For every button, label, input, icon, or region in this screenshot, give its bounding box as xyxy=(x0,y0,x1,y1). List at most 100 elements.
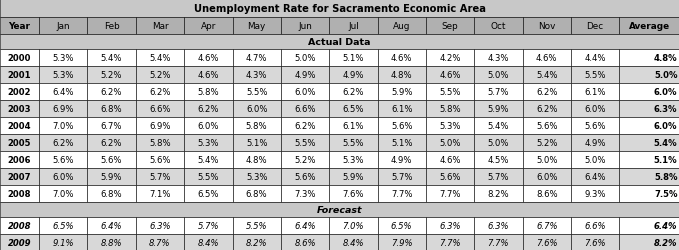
Text: 7.7%: 7.7% xyxy=(439,189,461,198)
Text: 4.3%: 4.3% xyxy=(488,54,509,63)
Bar xyxy=(474,168,523,185)
Bar xyxy=(281,185,329,202)
Text: 6.3%: 6.3% xyxy=(488,221,509,230)
Text: 5.8%: 5.8% xyxy=(149,138,171,147)
Bar xyxy=(619,50,679,67)
Bar xyxy=(88,118,136,134)
Bar xyxy=(571,168,619,185)
Text: 5.2%: 5.2% xyxy=(101,71,122,80)
Text: 8.4%: 8.4% xyxy=(343,238,364,247)
Text: 5.7%: 5.7% xyxy=(198,221,219,230)
Bar xyxy=(619,234,679,250)
Bar xyxy=(329,234,378,250)
Text: 6.2%: 6.2% xyxy=(536,88,557,96)
Text: 2009: 2009 xyxy=(7,238,31,247)
Bar xyxy=(0,0,679,18)
Text: Unemployment Rate for Sacramento Economic Area: Unemployment Rate for Sacramento Economi… xyxy=(194,4,485,14)
Bar xyxy=(474,134,523,152)
Text: 6.2%: 6.2% xyxy=(343,88,364,96)
Bar xyxy=(281,18,329,35)
Bar xyxy=(378,100,426,117)
Bar xyxy=(571,50,619,67)
Bar xyxy=(619,168,679,185)
Text: 6.9%: 6.9% xyxy=(52,104,74,114)
Bar xyxy=(136,18,184,35)
Bar xyxy=(136,84,184,100)
Text: 5.0%: 5.0% xyxy=(488,71,509,80)
Bar xyxy=(0,217,39,234)
Bar xyxy=(426,217,474,234)
Bar xyxy=(523,67,571,84)
Bar xyxy=(426,168,474,185)
Text: 6.2%: 6.2% xyxy=(52,138,74,147)
Bar xyxy=(523,152,571,168)
Bar xyxy=(184,152,232,168)
Bar xyxy=(232,134,281,152)
Text: 6.2%: 6.2% xyxy=(149,88,170,96)
Text: 5.7%: 5.7% xyxy=(488,172,509,181)
Text: 5.6%: 5.6% xyxy=(391,122,412,130)
Text: 7.0%: 7.0% xyxy=(52,189,74,198)
Text: 6.1%: 6.1% xyxy=(585,88,606,96)
Bar xyxy=(378,118,426,134)
Text: 4.2%: 4.2% xyxy=(439,54,461,63)
Text: 5.9%: 5.9% xyxy=(101,172,122,181)
Text: 7.9%: 7.9% xyxy=(391,238,413,247)
Text: 7.6%: 7.6% xyxy=(585,238,606,247)
Bar xyxy=(232,217,281,234)
Text: Jan: Jan xyxy=(56,22,70,31)
Bar xyxy=(523,234,571,250)
Bar xyxy=(0,152,39,168)
Text: 5.4%: 5.4% xyxy=(488,122,509,130)
Text: 5.5%: 5.5% xyxy=(343,138,364,147)
Text: 5.6%: 5.6% xyxy=(536,122,557,130)
Text: 5.6%: 5.6% xyxy=(149,156,170,164)
Bar xyxy=(232,118,281,134)
Bar xyxy=(523,50,571,67)
Text: 6.8%: 6.8% xyxy=(246,189,268,198)
Text: 4.8%: 4.8% xyxy=(654,54,678,63)
Bar xyxy=(329,50,378,67)
Text: 6.9%: 6.9% xyxy=(149,122,170,130)
Bar xyxy=(474,50,523,67)
Text: 6.6%: 6.6% xyxy=(149,104,170,114)
Text: 7.6%: 7.6% xyxy=(536,238,557,247)
Bar xyxy=(474,67,523,84)
Bar xyxy=(281,217,329,234)
Text: 6.4%: 6.4% xyxy=(294,221,316,230)
Bar xyxy=(232,100,281,117)
Text: 4.8%: 4.8% xyxy=(246,156,268,164)
Bar xyxy=(474,185,523,202)
Text: 5.4%: 5.4% xyxy=(149,54,170,63)
Text: Apr: Apr xyxy=(200,22,216,31)
Bar xyxy=(184,84,232,100)
Text: Nov: Nov xyxy=(538,22,555,31)
Bar xyxy=(184,234,232,250)
Bar xyxy=(378,168,426,185)
Bar xyxy=(571,185,619,202)
Text: 5.1%: 5.1% xyxy=(391,138,412,147)
Bar xyxy=(88,67,136,84)
Bar xyxy=(571,234,619,250)
Bar xyxy=(136,67,184,84)
Bar xyxy=(474,152,523,168)
Text: 5.5%: 5.5% xyxy=(198,172,219,181)
Text: 5.0%: 5.0% xyxy=(536,156,557,164)
Text: 6.0%: 6.0% xyxy=(654,122,678,130)
Bar xyxy=(184,168,232,185)
Bar xyxy=(184,134,232,152)
Bar xyxy=(88,50,136,67)
Bar xyxy=(378,234,426,250)
Text: 6.8%: 6.8% xyxy=(100,189,122,198)
Text: 6.4%: 6.4% xyxy=(654,221,678,230)
Bar xyxy=(378,50,426,67)
Text: 6.5%: 6.5% xyxy=(343,104,364,114)
Bar xyxy=(426,234,474,250)
Bar xyxy=(523,217,571,234)
Text: 6.3%: 6.3% xyxy=(149,221,171,230)
Text: 4.8%: 4.8% xyxy=(391,71,413,80)
Text: 6.0%: 6.0% xyxy=(294,88,316,96)
Text: 6.4%: 6.4% xyxy=(52,88,74,96)
Bar xyxy=(88,234,136,250)
Text: May: May xyxy=(248,22,265,31)
